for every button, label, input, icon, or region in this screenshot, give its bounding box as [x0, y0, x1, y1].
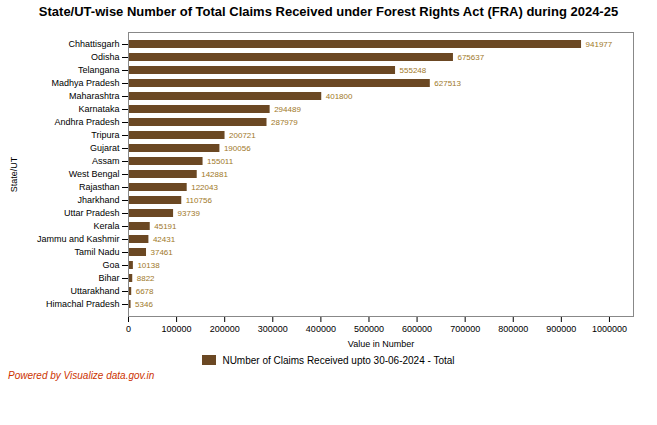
svg-text:West Bengal: West Bengal: [69, 170, 120, 180]
svg-text:400000: 400000: [306, 324, 336, 334]
svg-text:200000: 200000: [210, 324, 240, 334]
svg-text:Uttarakhand: Uttarakhand: [70, 287, 119, 297]
svg-text:675637: 675637: [457, 53, 484, 62]
svg-text:941977: 941977: [586, 40, 613, 49]
svg-text:Uttar Pradesh: Uttar Pradesh: [64, 209, 120, 219]
svg-text:700000: 700000: [450, 324, 480, 334]
svg-text:627513: 627513: [434, 79, 461, 88]
svg-text:Value in Number: Value in Number: [348, 339, 414, 349]
svg-text:142881: 142881: [201, 170, 228, 179]
svg-text:5346: 5346: [135, 300, 153, 309]
svg-text:37461: 37461: [151, 248, 174, 257]
svg-text:600000: 600000: [402, 324, 432, 334]
svg-text:8822: 8822: [137, 274, 155, 283]
svg-text:State/UT: State/UT: [9, 156, 19, 192]
svg-text:Assam: Assam: [92, 157, 120, 167]
svg-text:10138: 10138: [137, 261, 160, 270]
svg-text:155011: 155011: [207, 157, 234, 166]
svg-text:Bihar: Bihar: [98, 274, 119, 284]
svg-text:500000: 500000: [354, 324, 384, 334]
svg-text:Tamil Nadu: Tamil Nadu: [74, 248, 119, 258]
svg-text:401800: 401800: [326, 92, 353, 101]
svg-text:Kerala: Kerala: [93, 222, 119, 232]
html-text:State/UT-wise Number of Total: State/UT-wise Number of Total Claims Rec…: [38, 4, 619, 19]
svg-text:100000: 100000: [162, 324, 192, 334]
svg-text:110756: 110756: [186, 196, 213, 205]
svg-text:93739: 93739: [178, 209, 201, 218]
svg-text:Jammu and Kashmir: Jammu and Kashmir: [37, 235, 120, 245]
svg-text:900000: 900000: [546, 324, 576, 334]
svg-text:300000: 300000: [258, 324, 288, 334]
html-text:Powered by Visualize data.gov.: Powered by Visualize data.gov.in: [8, 370, 155, 382]
svg-text:42431: 42431: [153, 235, 176, 244]
html-text:NUmber of Claims Received upto: NUmber of Claims Received upto 30-06-202…: [222, 354, 455, 366]
svg-text:555248: 555248: [400, 66, 427, 75]
svg-text:294489: 294489: [274, 105, 301, 114]
svg-text:Gujarat: Gujarat: [90, 144, 120, 154]
svg-text:Maharashtra: Maharashtra: [69, 92, 120, 102]
svg-text:Andhra Pradesh: Andhra Pradesh: [54, 118, 119, 128]
svg-text:Jharkhand: Jharkhand: [77, 196, 119, 206]
svg-text:200721: 200721: [229, 131, 256, 140]
svg-text:287979: 287979: [271, 118, 298, 127]
svg-text:800000: 800000: [498, 324, 528, 334]
svg-text:Himachal Pradesh: Himachal Pradesh: [46, 300, 120, 310]
svg-text:Rajasthan: Rajasthan: [79, 183, 120, 193]
svg-text:190056: 190056: [224, 144, 251, 153]
svg-text:Karnataka: Karnataka: [78, 105, 119, 115]
svg-text:1000000: 1000000: [592, 324, 627, 334]
svg-text:Telangana: Telangana: [78, 66, 120, 76]
svg-text:0: 0: [126, 324, 131, 334]
svg-text:Tripura: Tripura: [91, 131, 119, 141]
svg-text:Goa: Goa: [102, 261, 119, 271]
svg-text:Chhattisgarh: Chhattisgarh: [68, 40, 119, 50]
svg-text:6678: 6678: [136, 287, 154, 296]
svg-text:122043: 122043: [191, 183, 218, 192]
svg-text:Odisha: Odisha: [91, 53, 120, 63]
svg-text:Madhya Pradesh: Madhya Pradesh: [51, 79, 119, 89]
svg-text:45191: 45191: [154, 222, 177, 231]
